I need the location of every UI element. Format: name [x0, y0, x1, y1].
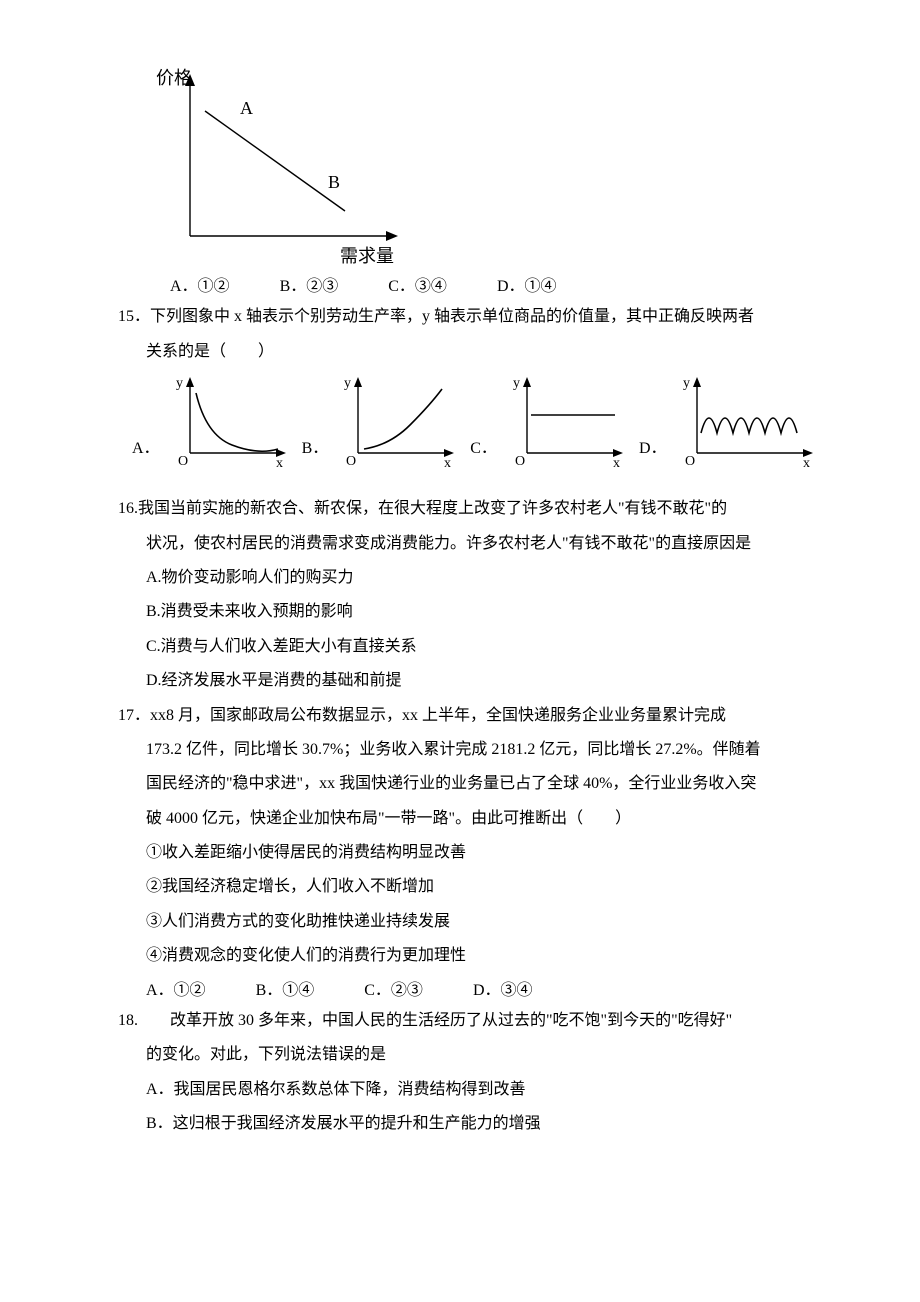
q14-figure: 价格 需求量 A B: [150, 66, 830, 266]
svg-text:O: O: [685, 454, 695, 469]
q17-choices: A．①② B．①④ C．②③ D．③④: [90, 976, 830, 1006]
q16-line2: 状况，使农村居民的消费需求变成消费能力。许多农村老人"有钱不敢花"的直接原因是: [90, 529, 830, 559]
q18-line1: 18. 改革开放 30 多年来，中国人民的生活经历了从过去的"吃不饱"到今天的"…: [90, 1006, 830, 1036]
svg-text:O: O: [178, 454, 188, 469]
svg-text:y: y: [176, 376, 183, 391]
q15-graph-b: y x O: [340, 375, 460, 470]
q14-choice-d: D．①④: [497, 272, 557, 302]
q17-line3: 国民经济的"稳中求进"，xx 我国快递行业的业务量已占了全球 40%，全行业业务…: [90, 769, 830, 799]
q15-stem-line2: 关系的是（ ）: [90, 337, 830, 367]
svg-text:O: O: [346, 454, 356, 469]
q15-opt-c-label: C．: [470, 434, 497, 464]
q14-choices: A．①② B．②③ C．③④ D．①④: [90, 272, 830, 302]
q16-opt-a: A.物价变动影响人们的购买力: [90, 563, 830, 593]
q17-opt3: ③人们消费方式的变化助推快递业持续发展: [90, 907, 830, 937]
q14-choice-a: A．①②: [170, 272, 230, 302]
q15-graph-d: y x O: [679, 375, 819, 470]
q17-choice-c: C．②③: [364, 976, 423, 1006]
q17-choice-b: B．①④: [256, 976, 315, 1006]
demand-curve-svg: 价格 需求量 A B: [150, 66, 420, 266]
q17-opt2: ②我国经济稳定增长，人们收入不断增加: [90, 872, 830, 902]
q15-figure-row: A． y x O B． y x O C． y x O D．: [130, 375, 830, 470]
y-axis-label: 价格: [156, 68, 192, 88]
q17-line1: 17．xx8 月，国家邮政局公布数据显示，xx 上半年，全国快递服务企业业务量累…: [90, 701, 830, 731]
point-a-label: A: [240, 98, 253, 118]
q17-line4: 破 4000 亿元，快递企业加快布局"一带一路"。由此可推断出（ ）: [90, 804, 830, 834]
q15-graph-c: y x O: [509, 375, 629, 470]
svg-text:x: x: [276, 456, 283, 470]
q17-choice-a: A．①②: [146, 976, 206, 1006]
q17-opt1: ①收入差距缩小使得居民的消费结构明显改善: [90, 838, 830, 868]
svg-text:y: y: [513, 376, 520, 391]
svg-text:y: y: [344, 376, 351, 391]
q16-opt-c: C.消费与人们收入差距大小有直接关系: [90, 632, 830, 662]
q14-choice-c: C．③④: [388, 272, 447, 302]
q15-opt-d-label: D．: [639, 434, 667, 464]
svg-text:x: x: [444, 456, 451, 470]
q15-opt-b-label: B．: [302, 434, 329, 464]
q16-opt-b: B.消费受未来收入预期的影响: [90, 597, 830, 627]
q14-choice-b: B．②③: [280, 272, 339, 302]
point-b-label: B: [328, 172, 340, 192]
q18-opt-a: A．我国居民恩格尔系数总体下降，消费结构得到改善: [90, 1075, 830, 1105]
q17-opt4: ④消费观念的变化使人们的消费行为更加理性: [90, 941, 830, 971]
svg-text:O: O: [515, 454, 525, 469]
svg-text:y: y: [683, 376, 690, 391]
q17-line2: 173.2 亿件，同比增长 30.7%；业务收入累计完成 2181.2 亿元，同…: [90, 735, 830, 765]
q16-line1: 16.我国当前实施的新农合、新农保，在很大程度上改变了许多农村老人"有钱不敢花"…: [90, 494, 830, 524]
q15-stem-line1: 15．下列图象中 x 轴表示个别劳动生产率，y 轴表示单位商品的价值量，其中正确…: [90, 302, 830, 332]
q17-choice-d: D．③④: [473, 976, 533, 1006]
x-axis-label: 需求量: [340, 246, 394, 266]
q15-opt-a-label: A．: [132, 434, 160, 464]
svg-text:x: x: [613, 456, 620, 470]
q16-opt-d: D.经济发展水平是消费的基础和前提: [90, 666, 830, 696]
q18-opt-b: B．这归根于我国经济发展水平的提升和生产能力的增强: [90, 1109, 830, 1139]
svg-text:x: x: [803, 456, 810, 470]
q18-line2: 的变化。对此，下列说法错误的是: [90, 1040, 830, 1070]
q15-graph-a: y x O: [172, 375, 292, 470]
